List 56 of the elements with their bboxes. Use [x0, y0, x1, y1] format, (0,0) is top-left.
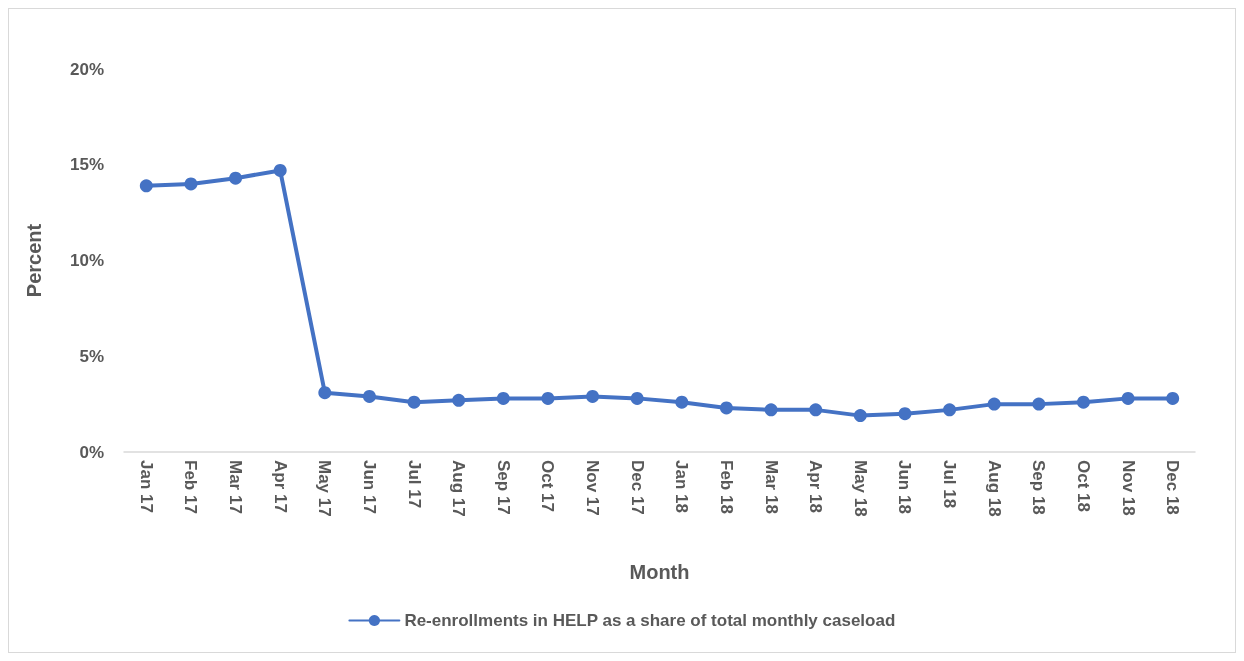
x-tick-label: Feb 18	[716, 460, 736, 514]
x-tick-label: Aug 17	[449, 460, 469, 517]
point	[1076, 395, 1090, 409]
y-tick-label: 10%	[69, 251, 104, 270]
point	[809, 403, 823, 417]
x-tick-label: Mar 18	[761, 460, 781, 514]
x-tick-label: Mar 17	[226, 460, 246, 514]
point	[764, 403, 778, 417]
point	[987, 397, 1001, 411]
x-tick-label: Oct 17	[538, 460, 558, 512]
x-tick-label: Feb 17	[181, 460, 201, 514]
point	[407, 395, 421, 409]
point	[496, 391, 510, 405]
x-tick-label: Sep 18	[1029, 460, 1049, 515]
x-tick-label: Dec 18	[1163, 460, 1183, 515]
point	[184, 177, 198, 191]
x-tick-label: May 18	[850, 460, 870, 517]
y-tick-label: 5%	[79, 346, 104, 366]
point	[541, 391, 555, 405]
x-tick-label: Apr 18	[806, 460, 826, 513]
x-tick-label: Jan 18	[672, 460, 692, 513]
x-tick-label: Jul 17	[404, 460, 424, 509]
point	[318, 386, 332, 400]
point	[273, 164, 287, 177]
y-tick-label: 0%	[79, 442, 104, 462]
x-tick-label: Apr 17	[270, 460, 290, 513]
point	[853, 409, 867, 423]
x-tick-label: Nov 18	[1118, 460, 1138, 516]
x-tick-label: Jul 18	[940, 460, 960, 509]
x-tick-label: Jun 18	[895, 460, 915, 514]
x-axis-title: Month	[629, 561, 690, 583]
point	[586, 389, 600, 403]
point	[1166, 391, 1180, 405]
point	[139, 179, 153, 193]
legend-label: Re-enrollments in HELP as a share of total monthly caseload	[404, 611, 896, 630]
x-tick-label: Oct 18	[1073, 460, 1093, 512]
point	[630, 391, 644, 405]
x-tick-label: Dec 17	[627, 460, 647, 515]
y-axis-title: Percent	[23, 223, 45, 298]
point	[719, 401, 733, 415]
point	[452, 393, 466, 407]
y-tick-label: 15%	[69, 155, 104, 175]
point	[1032, 397, 1046, 411]
point	[229, 171, 243, 185]
x-tick-label: Nov 17	[583, 460, 603, 516]
x-tick-label: Jun 17	[359, 460, 379, 514]
x-tick-label: Aug 18	[984, 460, 1004, 517]
x-tick-label: Jan 17	[136, 460, 156, 513]
point	[898, 407, 912, 421]
x-tick-label: Sep 17	[493, 460, 513, 515]
y-tick-label: 20%	[69, 59, 104, 79]
point	[943, 403, 957, 417]
point	[675, 395, 689, 409]
x-tick-label: May 17	[315, 460, 335, 517]
point	[1121, 391, 1135, 405]
point	[362, 389, 376, 403]
